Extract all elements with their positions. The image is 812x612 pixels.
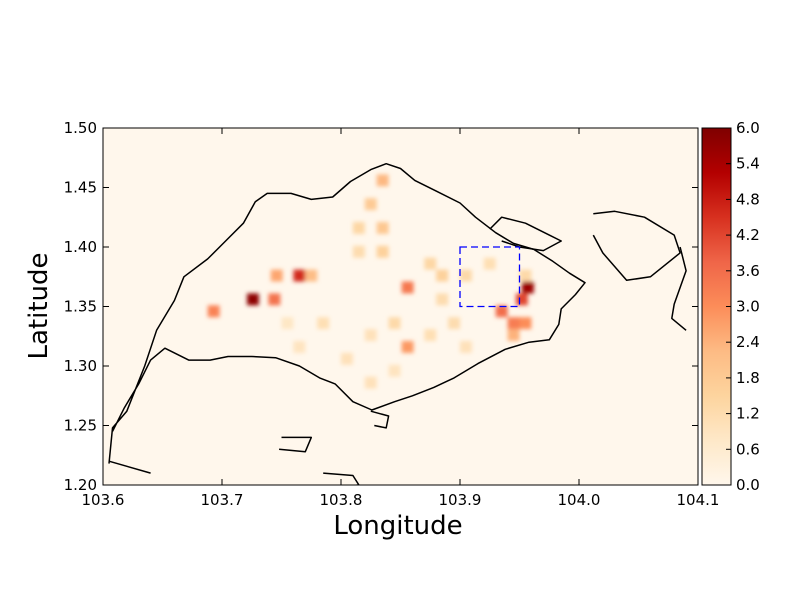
x-axis: 103.6 103.7 103.8 103.9 104.0 104.1 [82, 128, 720, 509]
heat-cell [207, 305, 220, 318]
heat-cell [436, 293, 449, 306]
coastline-island [489, 216, 562, 252]
y-axis: 1.20 1.25 1.30 1.35 1.40 1.45 1.50 [64, 119, 698, 494]
heat-cell [460, 341, 472, 353]
heat-cell [341, 352, 353, 365]
heat-cell [376, 174, 389, 187]
coastline-island [592, 210, 681, 282]
x-tick-label: 103.6 [82, 491, 125, 509]
x-tick-label: 104.0 [558, 491, 601, 509]
highlight-box [459, 246, 521, 308]
colorbar-tick-label: 0.0 [736, 476, 760, 494]
y-tick-label: 1.45 [64, 179, 97, 197]
heat-cell [483, 257, 496, 270]
colorbar-tick-label: 6.0 [736, 119, 760, 137]
heat-cell [507, 317, 520, 330]
coastline-island [671, 246, 687, 331]
coastline-mainland [108, 162, 586, 464]
heat-cell [293, 269, 306, 282]
heat-cell [281, 317, 294, 330]
y-tick-label: 1.50 [64, 119, 97, 137]
colorbar: 0.0 0.6 1.2 1.8 2.4 3.0 3.6 4.2 4.8 5.4 6.0 [701, 119, 760, 494]
heat-cell [515, 293, 528, 306]
heat-cell [352, 222, 365, 234]
heat-cell [305, 269, 318, 282]
colorbar-tick-label: 3.0 [736, 298, 760, 316]
heat-cell [246, 293, 259, 306]
heat-cell [424, 257, 437, 270]
heat-cell [364, 376, 377, 389]
colorbar-ticks: 0.0 0.6 1.2 1.8 2.4 3.0 3.6 4.2 4.8 5.4 6.0 [726, 119, 760, 494]
y-tick-label: 1.25 [64, 417, 97, 435]
heat-cell [401, 281, 414, 294]
heat-cell [448, 317, 460, 330]
heat-cell [352, 245, 365, 258]
colorbar-tick-label: 2.4 [736, 333, 760, 351]
colorbar-tick-label: 1.8 [736, 369, 760, 387]
heat-cell [388, 364, 401, 377]
heatmap-layer [207, 174, 534, 389]
heat-cell [364, 198, 377, 211]
y-tick-label: 1.30 [64, 357, 97, 375]
heat-cell [460, 269, 472, 282]
colorbar-tick-label: 5.4 [736, 155, 760, 173]
heatmap-background [103, 128, 698, 485]
x-axis-title: Longitude [333, 511, 462, 541]
x-tick-label: 103.9 [439, 491, 482, 509]
heat-cell [376, 245, 389, 258]
coastline-layer [108, 162, 687, 485]
plot-area: 103.6 103.7 103.8 103.9 104.0 104.1 1.201.251… [64, 119, 720, 509]
y-tick-label: 1.20 [64, 476, 97, 494]
heat-cell [521, 281, 534, 294]
coastline-island [279, 436, 313, 453]
x-tick-label: 103.7 [201, 491, 244, 509]
coastline-island [370, 410, 390, 429]
y-axis-title: Latitude [24, 252, 54, 359]
coastline-island [108, 460, 151, 474]
coastline-island [323, 472, 360, 485]
heat-cell [401, 341, 414, 353]
heat-cell [388, 317, 401, 330]
y-tick-label: 1.35 [64, 298, 97, 316]
x-tick-label: 104.1 [677, 491, 720, 509]
heat-cell [436, 269, 449, 282]
heat-cell [376, 222, 389, 234]
colorbar-tick-label: 1.2 [736, 405, 760, 423]
heat-cell [317, 317, 330, 330]
y-tick-label: 1.40 [64, 238, 97, 256]
heat-cell [507, 329, 520, 342]
heat-cell [270, 269, 283, 282]
colorbar-tick-label: 4.2 [736, 226, 760, 244]
heat-cell [495, 305, 508, 318]
colorbar-tick-label: 0.6 [736, 440, 760, 458]
heat-cell [519, 317, 532, 330]
heat-cell [424, 329, 437, 342]
x-tick-label: 103.8 [320, 491, 363, 509]
heat-cell [519, 269, 532, 282]
colorbar-tick-label: 4.8 [736, 190, 760, 208]
heat-cell [293, 341, 306, 353]
heat-cell [364, 329, 377, 342]
heat-cell [268, 293, 281, 306]
colorbar-tick-label: 3.6 [736, 262, 760, 280]
